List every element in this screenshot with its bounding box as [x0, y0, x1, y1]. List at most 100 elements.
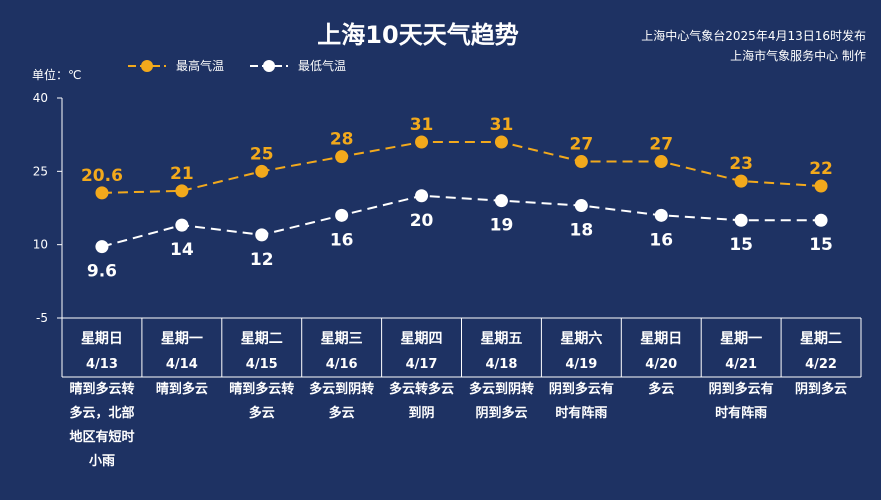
weather-text: 多云到阴转: [469, 381, 534, 397]
data-point: [175, 218, 189, 232]
series-line: [101, 141, 822, 194]
data-point: [574, 155, 588, 169]
date-label: 4/16: [326, 357, 358, 372]
data-point: [494, 135, 508, 149]
data-point: [415, 135, 429, 149]
data-point: [95, 240, 109, 254]
weather-text: 多云，北部: [69, 405, 134, 421]
series-line: [101, 194, 822, 248]
weather-text: 阴到多云: [795, 381, 847, 397]
data-point: [734, 213, 748, 227]
data-label: 16: [330, 230, 354, 250]
legend-low-label: 最低气温: [298, 58, 346, 73]
y-ticks: 40 25 10 -5: [33, 91, 62, 325]
data-point: [574, 199, 588, 213]
data-label: 19: [490, 216, 514, 236]
weather-text: 晴到多云: [156, 381, 208, 397]
date-label: 4/17: [406, 357, 438, 372]
data-label: 20.6: [81, 166, 123, 186]
high-temp-series: 20.6 21 25 28 31 31 27 27 23 22: [81, 115, 833, 200]
date-label: 4/14: [166, 357, 198, 372]
data-label: 18: [570, 221, 594, 241]
data-label: 21: [170, 164, 194, 184]
weekday-label: 星期二: [241, 331, 283, 347]
data-point: [814, 213, 828, 227]
weather-text: 晴到多云转: [229, 381, 294, 397]
data-label: 22: [809, 159, 833, 179]
source-line-1: 上海中心气象台2025年4月13日16时发布: [641, 28, 866, 43]
date-label: 4/21: [725, 357, 757, 372]
data-label: 27: [570, 135, 594, 155]
data-point: [255, 228, 269, 242]
legend-high-label: 最高气温: [176, 58, 224, 73]
weather-text: 晴到多云转: [69, 381, 134, 397]
data-label: 28: [330, 130, 354, 150]
weekday-label: 星期日: [640, 331, 682, 347]
legend: 最高气温 最低气温: [128, 58, 346, 73]
y-tick-label: 40: [33, 91, 48, 105]
weekday-label: 星期一: [161, 331, 203, 347]
axes: [61, 98, 862, 378]
chart-title: 上海10天天气趋势: [317, 21, 518, 49]
date-label: 4/22: [805, 357, 837, 372]
y-tick-label: -5: [36, 311, 48, 325]
weather-text: 阴到多云有: [709, 381, 774, 397]
data-label: 25: [250, 144, 274, 164]
data-label: 12: [250, 250, 274, 270]
weather-text: 多云: [329, 405, 355, 421]
data-point: [654, 155, 668, 169]
weather-text: 多云: [648, 381, 674, 397]
data-point: [335, 150, 349, 164]
weather-text: 小雨: [89, 454, 115, 469]
weekday-label: 星期六: [560, 330, 602, 347]
weather-text: 时有阵雨: [715, 405, 767, 421]
weather-text: 时有阵雨: [555, 405, 607, 421]
weather-text: 阴到多云: [475, 405, 527, 421]
weather-text: 多云到阴转: [309, 381, 374, 397]
data-label: 20: [410, 211, 434, 231]
date-label: 4/19: [565, 357, 597, 372]
weather-text: 到阴: [409, 406, 435, 421]
unit-label: 单位：℃: [32, 67, 81, 82]
data-label: 15: [809, 235, 833, 255]
date-label: 4/18: [486, 357, 518, 372]
source-line-2: 上海市气象服务中心 制作: [730, 48, 866, 63]
data-label: 14: [170, 240, 194, 260]
date-label: 4/20: [645, 357, 677, 372]
legend-low-marker: [263, 60, 275, 72]
data-label: 16: [649, 230, 673, 250]
data-label: 9.6: [87, 262, 117, 282]
data-label: 23: [729, 154, 753, 174]
weather-text: 多云: [249, 405, 275, 421]
date-label: 4/15: [246, 357, 278, 372]
data-point: [255, 164, 269, 178]
weather-text: 多云转多云: [389, 381, 454, 397]
data-label: 15: [729, 235, 753, 255]
weekday-label: 星期二: [800, 331, 842, 347]
date-label: 4/13: [86, 357, 118, 372]
low-temp-series: 9.6 14 12 16 20 19 18 16 15 15: [87, 189, 833, 282]
legend-high-marker: [141, 60, 153, 72]
data-point: [175, 184, 189, 198]
weather-text: 阴到多云有: [549, 381, 614, 397]
weekday-label: 星期日: [81, 331, 123, 347]
weekday-label: 星期三: [321, 331, 363, 347]
data-point: [734, 174, 748, 188]
data-point: [654, 208, 668, 222]
data-point: [95, 186, 109, 200]
weekday-label: 星期四: [401, 331, 443, 347]
weekday-label: 星期一: [720, 331, 762, 347]
data-label: 31: [410, 115, 434, 135]
y-tick-label: 10: [33, 238, 48, 252]
data-point: [415, 189, 429, 203]
data-point: [814, 179, 828, 193]
data-point: [335, 208, 349, 222]
data-point: [494, 194, 508, 208]
y-tick-label: 25: [33, 164, 48, 178]
weather-text: 地区有短时: [69, 429, 134, 445]
data-label: 31: [490, 115, 514, 135]
weekday-label: 星期五: [480, 331, 522, 347]
data-label: 27: [649, 135, 673, 155]
